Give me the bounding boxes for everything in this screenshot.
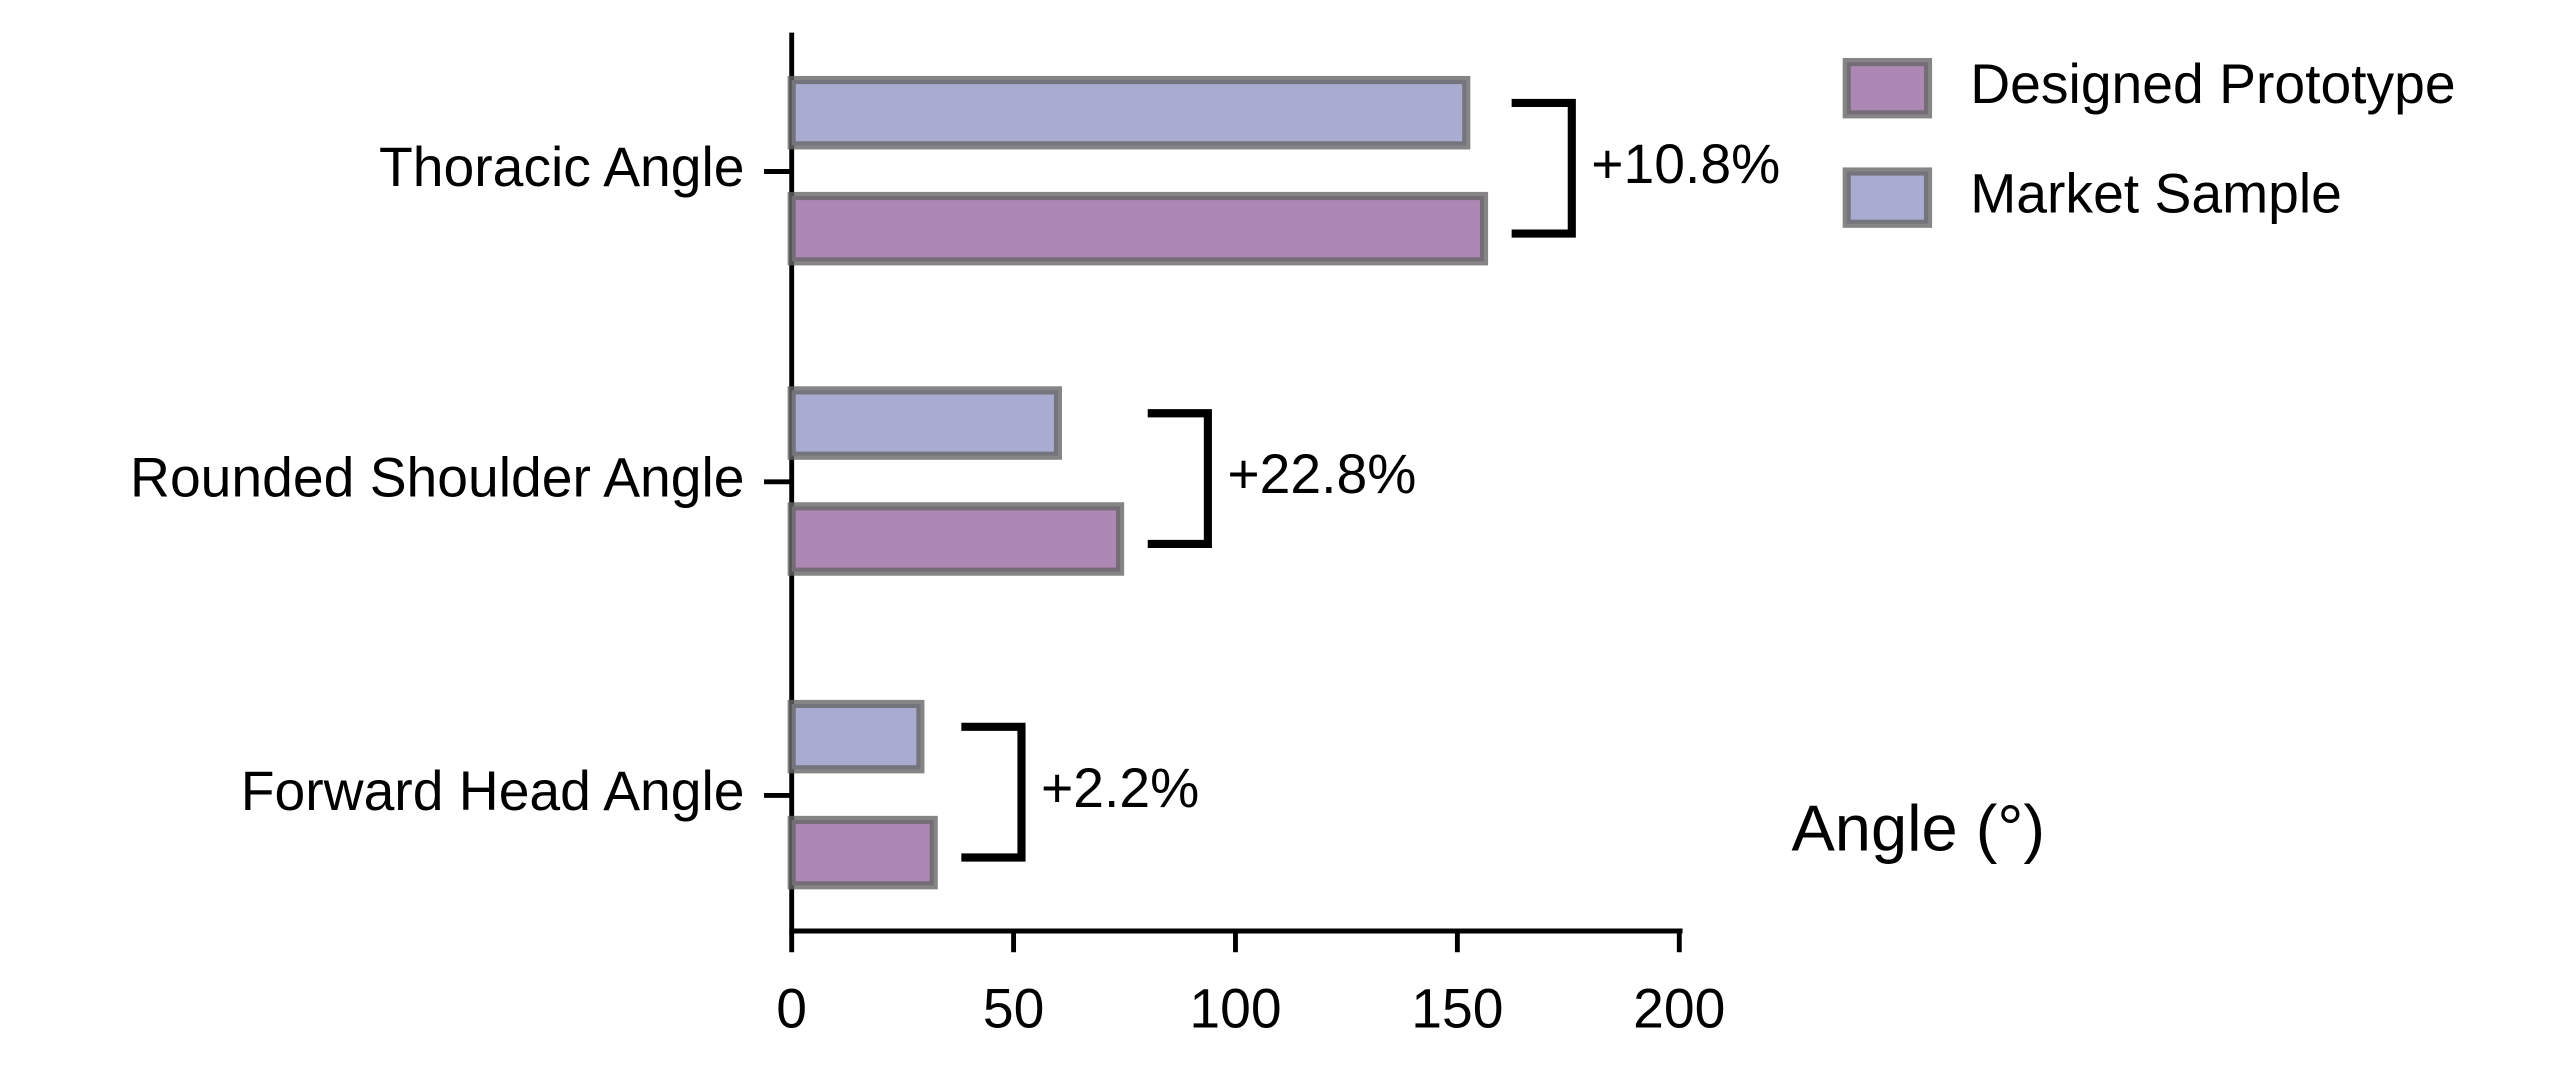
bar	[787, 75, 1471, 150]
y-tick-label: Rounded Shoulder Angle	[130, 446, 744, 508]
legend-label: Designed Prototype	[1970, 53, 2455, 115]
y-tick-label: Forward Head Angle	[241, 760, 745, 822]
x-tick-label: 200	[1633, 977, 1725, 1039]
x-tick-label: 150	[1411, 977, 1503, 1039]
bracket	[1511, 98, 1576, 238]
legend-label: Market Sample	[1970, 162, 2342, 224]
x-tick-label: 100	[1189, 977, 1281, 1039]
annotation: +2.2%	[1041, 757, 1199, 819]
legend-swatch	[1842, 57, 1933, 119]
annotation: +10.8%	[1591, 133, 1780, 195]
y-tick-label: Thoracic Angle	[379, 136, 745, 198]
x-tick-label: 0	[776, 977, 807, 1039]
x-axis-label: Angle (°)	[1791, 791, 2045, 864]
annotation: +22.8%	[1227, 443, 1416, 505]
bracket	[961, 722, 1026, 862]
bar	[787, 502, 1125, 576]
x-tick-label: 50	[983, 977, 1044, 1039]
bracket	[1147, 409, 1212, 548]
bar	[787, 191, 1489, 266]
bar	[787, 699, 925, 774]
bar	[787, 815, 938, 890]
bar	[787, 386, 1063, 460]
legend-swatch	[1842, 167, 1933, 228]
